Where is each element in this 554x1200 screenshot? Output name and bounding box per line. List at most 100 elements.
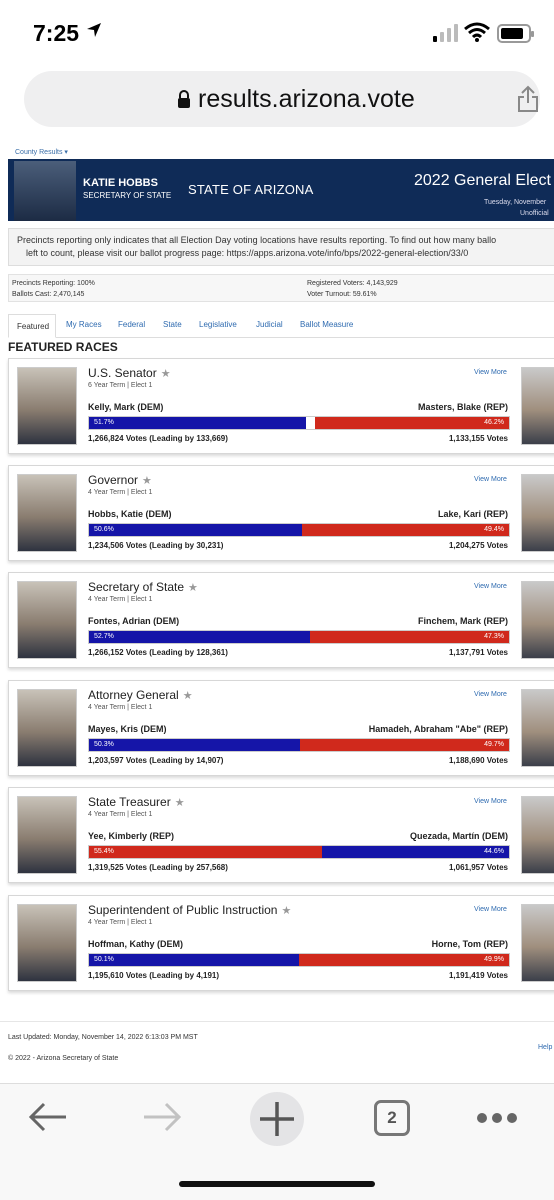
leading-share-label: 51.7% [94,419,114,426]
race-tabs: Featured My Races Federal State Legislat… [8,314,554,338]
registered-voters: Registered Voters: 4,143,929 [307,280,398,287]
banner-role: SECRETARY OF STATE [83,191,172,200]
opponent-photo [521,367,554,445]
opponent-photo [521,581,554,659]
new-tab-button[interactable] [250,1092,304,1146]
banner-date: Tuesday, November [484,199,547,206]
trailing-share-fill: 46.2% [315,417,509,429]
tab-legislative[interactable]: Legislative [199,320,237,329]
leading-share-label: 55.4% [94,848,114,855]
view-more-link[interactable]: View More [474,798,507,805]
tab-state[interactable]: State [163,320,182,329]
address-bar[interactable]: results.arizona.vote [24,71,540,127]
leading-candidate-votes: 1,266,152 Votes (Leading by 128,361) [88,648,228,657]
race-term: 6 Year Term | Elect 1 [88,382,153,389]
vote-share-bar: 55.4% 44.6% [88,845,510,859]
race-title: State Treasurer ★ [88,795,185,809]
lock-icon [176,89,192,114]
view-more-link[interactable]: View More [474,691,507,698]
status-bar: 7:25 [0,0,554,68]
race-title-text: Attorney General [88,688,179,702]
last-updated: Last Updated: Monday, November 14, 2022 … [8,1034,198,1041]
trailing-share-label: 49.7% [484,741,504,748]
location-arrow-icon [86,22,102,43]
trailing-candidate-name: Lake, Kari (REP) [437,509,508,519]
vote-share-bar: 50.6% 49.4% [88,523,510,537]
trailing-candidate-votes: 1,137,791 Votes [448,648,508,657]
tabs-count-button[interactable]: 2 [374,1100,410,1136]
candidate-photo [17,367,77,445]
leading-share-fill: 50.6% [89,524,302,536]
tab-my-races[interactable]: My Races [66,320,102,329]
trailing-candidate-name: Masters, Blake (REP) [417,402,508,412]
view-more-link[interactable]: View More [474,906,507,913]
candidate-photo [17,474,77,552]
star-icon[interactable]: ★ [281,905,292,917]
view-more-link[interactable]: View More [474,583,507,590]
vote-share-bar: 51.7% 46.2% [88,416,510,430]
race-term: 4 Year Term | Elect 1 [88,811,153,818]
tab-judicial[interactable]: Judicial [256,320,283,329]
county-results-link[interactable]: County Results ▾ [15,148,68,156]
browser-toolbar: 2 [0,1083,554,1200]
stats-panel: Precincts Reporting: 100% Ballots Cast: … [8,274,554,302]
vote-share-bar: 50.3% 49.7% [88,738,510,752]
leading-share-fill: 51.7% [89,417,306,429]
star-icon[interactable]: ★ [160,368,171,380]
leading-candidate-votes: 1,195,610 Votes (Leading by 4,191) [88,971,220,980]
trailing-share-label: 49.9% [484,956,504,963]
leading-share-label: 50.6% [94,526,114,533]
race-title-text: Superintendent of Public Instruction [88,903,278,917]
trailing-share-fill: 47.3% [310,631,509,643]
battery-icon [497,24,534,43]
copyright: © 2022 - Arizona Secretary of State [8,1055,119,1062]
trailing-candidate-name: Quezada, Martín (DEM) [409,831,508,841]
leading-share-fill: 52.7% [89,631,310,643]
race-title-text: State Treasurer [88,795,171,809]
star-icon[interactable]: ★ [182,690,193,702]
candidate-photo [17,581,77,659]
trailing-candidate-name: Finchem, Mark (REP) [417,616,508,626]
chevron-down-icon: ▾ [64,149,68,156]
leading-candidate-votes: 1,203,597 Votes (Leading by 14,907) [88,756,224,765]
county-results-label: County Results [15,149,63,156]
race-term: 4 Year Term | Elect 1 [88,704,153,711]
race-card: State Treasurer ★ 4 Year Term | Elect 1 Vie… [8,787,554,883]
notice-line-2: left to count, please visit our ballot p… [26,248,469,258]
view-more-link[interactable]: View More [474,369,507,376]
leading-share-fill: 50.1% [89,954,299,966]
leading-candidate-name: Hobbs, Katie (DEM) [88,509,172,519]
race-card: Attorney General ★ 4 Year Term | Elect 1 Vi… [8,680,554,776]
view-more-link[interactable]: View More [474,476,507,483]
leading-candidate-name: Mayes, Kris (DEM) [88,724,167,734]
precincts-reporting: Precincts Reporting: 100% [12,280,95,287]
forward-arrow-icon[interactable] [142,1101,182,1138]
banner-status: Unofficial [520,210,549,217]
trailing-share-fill: 49.7% [300,739,509,751]
trailing-share-label: 49.4% [484,526,504,533]
race-card: Secretary of State ★ 4 Year Term | Elect 1… [8,572,554,668]
header-banner: KATIE HOBBS SECRETARY OF STATE STATE OF … [8,159,554,221]
plus-icon [260,1102,294,1136]
star-icon[interactable]: ★ [174,797,185,809]
share-icon[interactable] [516,85,540,118]
banner-state: STATE OF ARIZONA [188,182,314,197]
race-card: Governor ★ 4 Year Term | Elect 1 View More H… [8,465,554,561]
more-icon[interactable] [476,1111,518,1129]
trailing-candidate-votes: 1,188,690 Votes [448,756,508,765]
katie-hobbs-photo [14,161,76,221]
vote-share-bar: 52.7% 47.3% [88,630,510,644]
tab-featured[interactable]: Featured [8,314,56,338]
star-icon[interactable]: ★ [142,475,152,487]
back-arrow-icon[interactable] [28,1101,68,1138]
star-icon[interactable]: ★ [188,582,198,594]
trailing-share-fill: 44.6% [322,846,509,858]
trailing-share-label: 47.3% [484,633,504,640]
tab-ballot-measure[interactable]: Ballot Measure [300,320,354,329]
precincts-notice: Precincts reporting only indicates that … [8,228,554,266]
tab-federal[interactable]: Federal [118,320,146,329]
leading-share-label: 50.1% [94,956,114,963]
help-link[interactable]: Help [538,1044,553,1051]
trailing-candidate-votes: 1,204,275 Votes [448,541,508,550]
leading-candidate-votes: 1,266,824 Votes (Leading by 133,669) [88,434,228,443]
